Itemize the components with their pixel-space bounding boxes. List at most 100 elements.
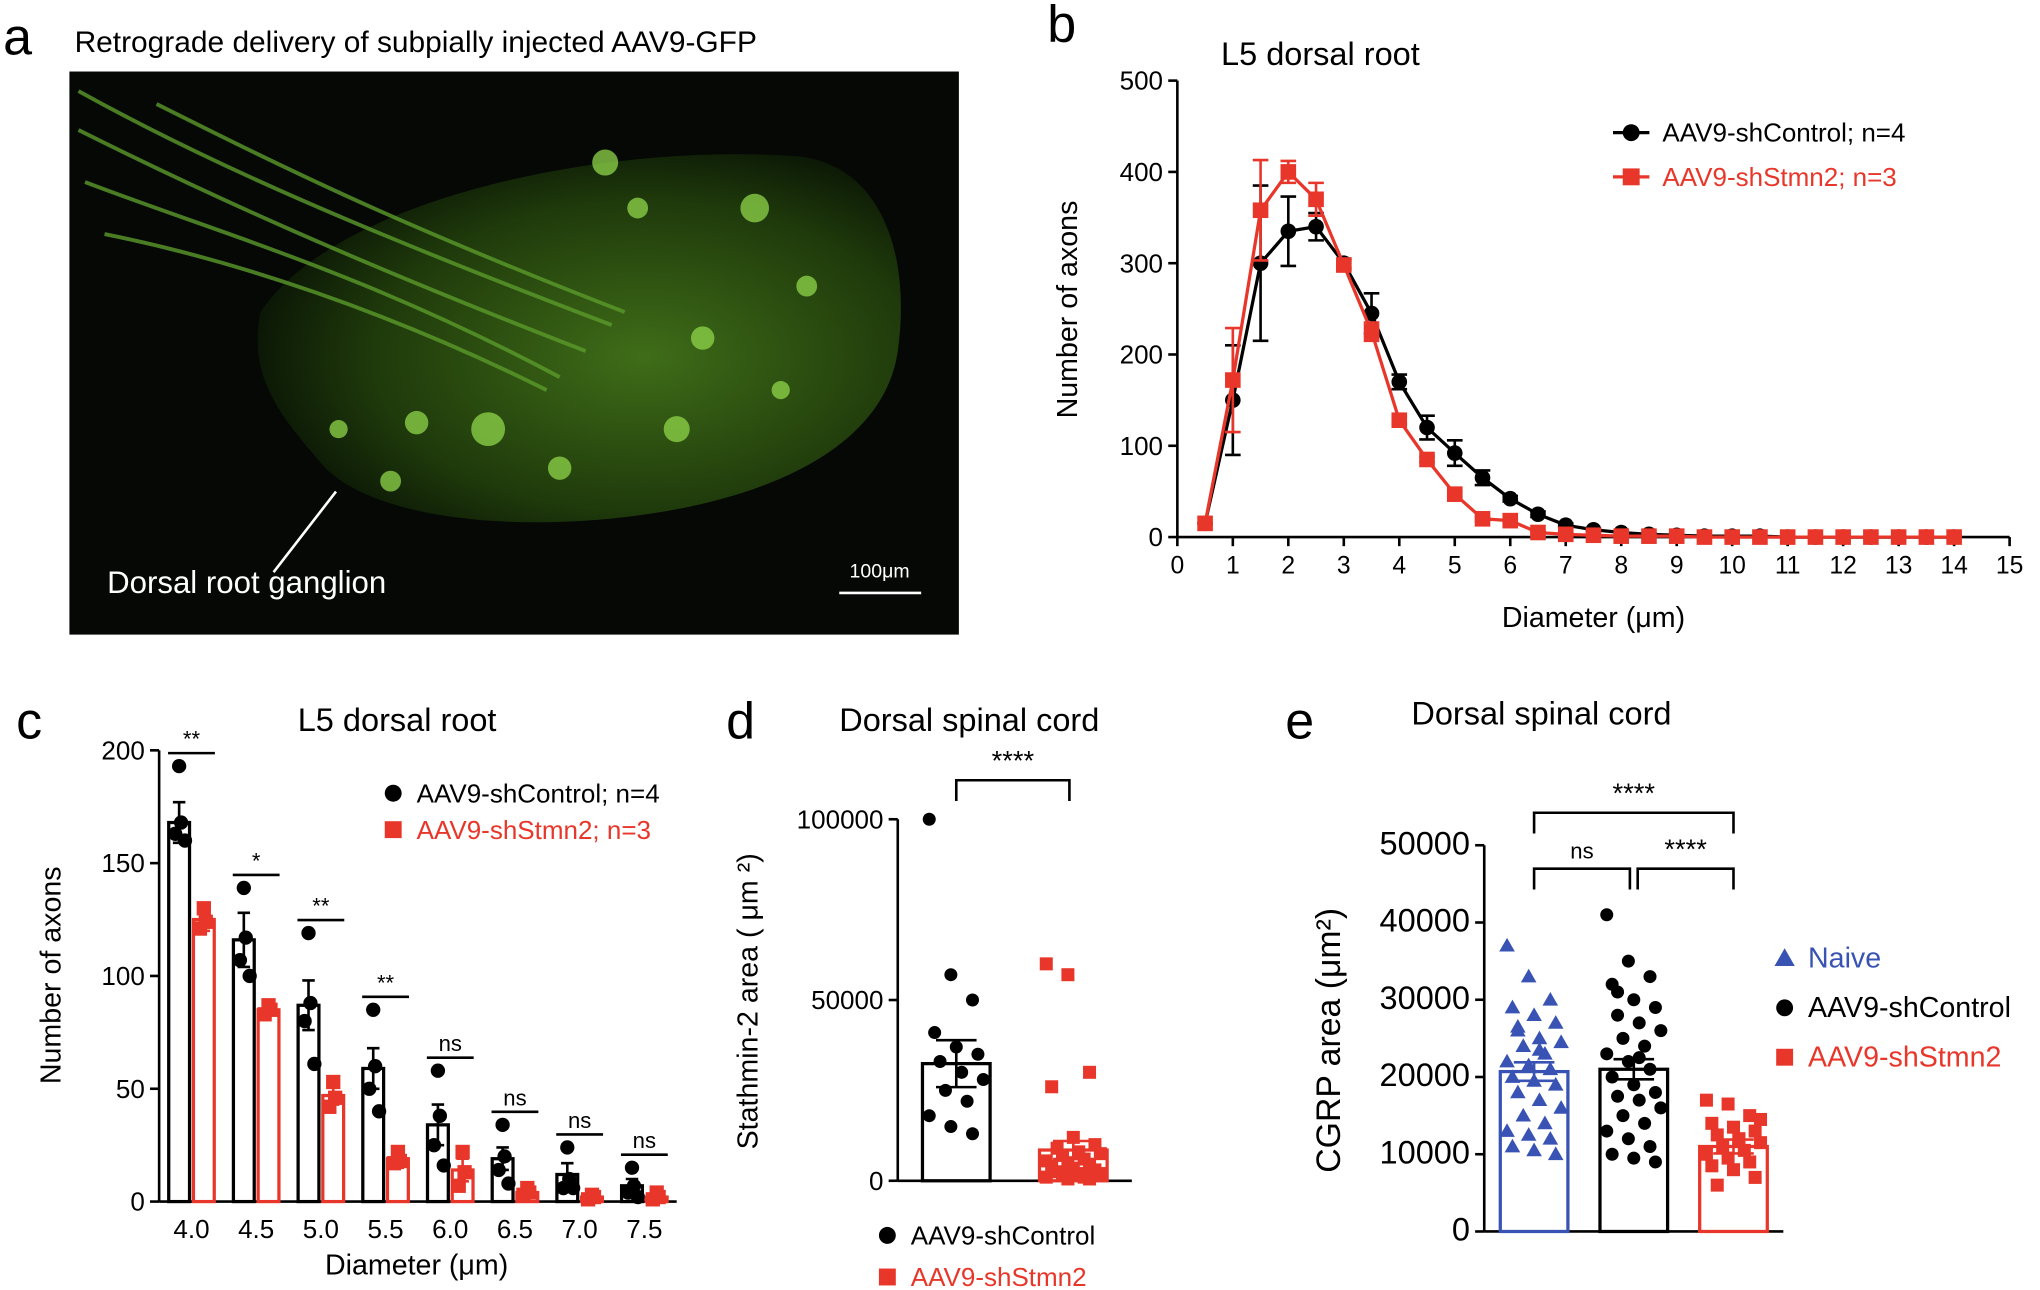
data-point bbox=[966, 993, 980, 1007]
data-point bbox=[1643, 1062, 1657, 1076]
bar bbox=[167, 820, 192, 1204]
legend-label: AAV9-shStmn2; n=3 bbox=[417, 815, 651, 845]
y-axis-label: Number of axons bbox=[35, 866, 67, 1084]
data-point bbox=[242, 968, 257, 984]
x-tick-label: 15 bbox=[1996, 552, 2023, 579]
data-point bbox=[1502, 512, 1519, 529]
data-point bbox=[1039, 957, 1053, 971]
data-point bbox=[1721, 1097, 1735, 1111]
data-point bbox=[971, 1047, 985, 1061]
legend-label: AAV9-shControl bbox=[1808, 992, 2011, 1024]
data-point bbox=[1547, 1076, 1564, 1091]
data-point bbox=[455, 1144, 470, 1160]
y-tick-label: 50000 bbox=[811, 985, 883, 1015]
data-point bbox=[1705, 1159, 1719, 1173]
data-point bbox=[1835, 529, 1851, 545]
data-point bbox=[1748, 1124, 1762, 1138]
y-tick-label: 100 bbox=[1120, 431, 1163, 461]
data-point bbox=[560, 1140, 575, 1155]
data-point bbox=[1391, 412, 1408, 429]
x-tick-label: 4.5 bbox=[238, 1214, 274, 1244]
data-point bbox=[1705, 1116, 1719, 1130]
x-tick-label: 2 bbox=[1281, 552, 1295, 579]
data-point bbox=[960, 1094, 974, 1108]
x-axis-label: Diameter (μm) bbox=[325, 1249, 508, 1281]
data-point bbox=[501, 1176, 516, 1191]
x-tick-label: 5.0 bbox=[303, 1214, 339, 1244]
data-point bbox=[1542, 991, 1559, 1006]
bar bbox=[191, 917, 216, 1204]
data-point bbox=[1520, 968, 1537, 983]
data-point bbox=[1280, 164, 1297, 180]
y-tick-label: 50000 bbox=[1380, 825, 1470, 861]
data-point bbox=[1632, 1016, 1646, 1030]
panel-label: d bbox=[726, 693, 755, 751]
x-tick-label: 4.0 bbox=[173, 1214, 209, 1244]
y-tick-label: 10000 bbox=[1380, 1134, 1470, 1170]
data-point bbox=[497, 1149, 512, 1164]
data-point bbox=[1641, 528, 1657, 544]
annotation: Dorsal root ganglion bbox=[107, 565, 386, 600]
significance-label: **** bbox=[992, 745, 1035, 776]
data-point bbox=[1752, 529, 1768, 545]
data-point bbox=[1083, 1065, 1097, 1079]
error-bar bbox=[935, 1038, 977, 1089]
y-tick-label: 400 bbox=[1120, 157, 1163, 187]
panel-label: e bbox=[1285, 693, 1314, 751]
data-point bbox=[1225, 372, 1241, 388]
data-point bbox=[1754, 1136, 1768, 1150]
significance-label: **** bbox=[1664, 833, 1707, 864]
data-point bbox=[1530, 524, 1546, 541]
data-point bbox=[1724, 529, 1740, 545]
data-point bbox=[1446, 445, 1463, 461]
data-point bbox=[368, 1059, 383, 1074]
data-point bbox=[1918, 529, 1935, 545]
y-axis-label: CGRP area (μm²) bbox=[1310, 908, 1348, 1173]
data-point bbox=[366, 1002, 381, 1017]
significance-bracket bbox=[1532, 811, 1735, 834]
panel-label: c bbox=[16, 693, 42, 751]
error-bar bbox=[197, 906, 211, 933]
y-tick-label: 200 bbox=[101, 735, 144, 765]
data-point bbox=[1737, 1143, 1751, 1157]
panel-label: a bbox=[3, 9, 32, 67]
x-tick-label: 5.5 bbox=[367, 1214, 403, 1244]
y-tick-label: 50 bbox=[116, 1074, 145, 1104]
y-tick-label: 30000 bbox=[1380, 980, 1470, 1016]
data-point bbox=[1308, 218, 1324, 235]
data-point bbox=[1391, 374, 1408, 390]
x-tick-label: 6.0 bbox=[432, 1214, 468, 1244]
error-bar bbox=[585, 1193, 599, 1201]
data-point bbox=[1890, 529, 1907, 545]
y-tick-label: 200 bbox=[1120, 340, 1163, 370]
data-point bbox=[1520, 1127, 1537, 1141]
data-point bbox=[1280, 223, 1297, 240]
data-point bbox=[1547, 1015, 1564, 1029]
x-tick-label: 9 bbox=[1670, 552, 1684, 579]
data-point bbox=[1600, 1047, 1614, 1061]
data-point bbox=[976, 1073, 990, 1087]
data-point bbox=[173, 815, 189, 830]
data-point bbox=[1743, 1109, 1757, 1123]
data-point bbox=[1197, 515, 1213, 532]
data-point bbox=[1553, 1034, 1569, 1049]
data-point bbox=[236, 880, 251, 896]
data-point bbox=[171, 758, 187, 774]
x-tick-label: 7 bbox=[1559, 552, 1573, 579]
y-tick-label: 100000 bbox=[797, 804, 884, 834]
data-point bbox=[1499, 1123, 1515, 1137]
data-point bbox=[1502, 490, 1519, 507]
data-point bbox=[1515, 1107, 1532, 1122]
y-tick-label: 0 bbox=[130, 1187, 144, 1217]
data-point bbox=[1537, 1115, 1553, 1130]
panel-label: b bbox=[1047, 0, 1076, 54]
data-point bbox=[1611, 1008, 1625, 1022]
data-point bbox=[1520, 1057, 1537, 1072]
data-point bbox=[966, 1127, 980, 1141]
x-tick-label: 7.0 bbox=[562, 1214, 598, 1244]
data-point bbox=[1654, 1101, 1668, 1115]
data-point bbox=[1363, 323, 1380, 340]
data-point bbox=[1721, 1151, 1735, 1165]
error-bar bbox=[1053, 1139, 1094, 1161]
data-point bbox=[1504, 999, 1521, 1014]
